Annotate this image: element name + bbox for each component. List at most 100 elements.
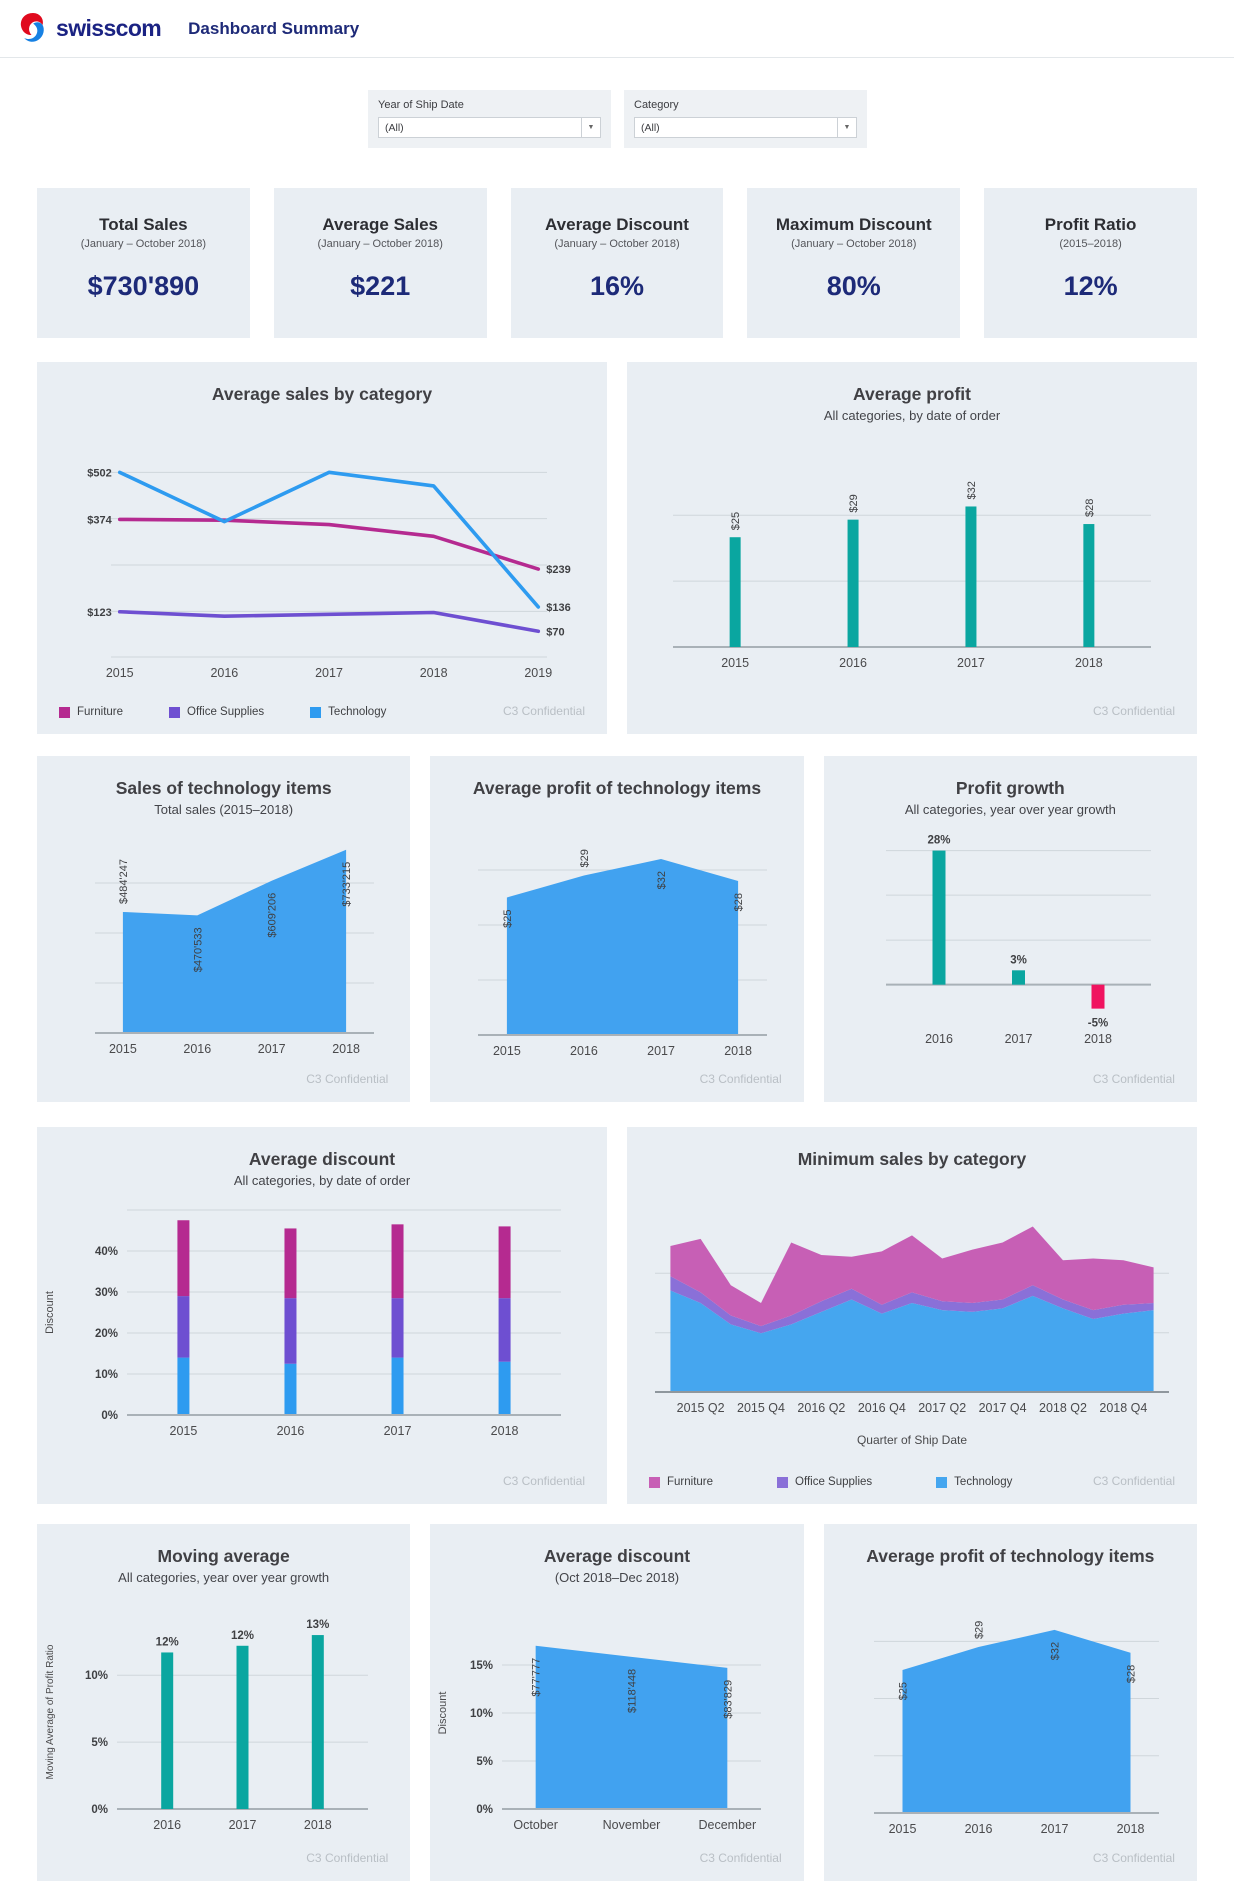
svg-text:2018: 2018 [1116,1822,1144,1836]
kpi-title: Average Sales [322,215,438,234]
brand-wordmark: swisscom [56,15,162,41]
svg-text:2017 Q4: 2017 Q4 [979,1401,1027,1415]
svg-text:2016: 2016 [925,1032,953,1046]
svg-text:$28: $28 [733,893,745,911]
chart-subtitle: All categories, by date of order [233,1173,411,1188]
kpi-value: 16% [589,271,645,301]
svg-text:2015: 2015 [106,666,134,680]
kpi-value: 80% [826,271,881,301]
average-discount-monthly-chart[interactable]: 0% 5% 10% 15% October November December Discoun… [430,1591,803,1843]
kpi-title: Profit Ratio [1044,215,1137,234]
legend-label: Office Supplies [795,1476,873,1488]
legend-item-office-supplies[interactable]: Office Supplies [169,706,264,718]
svg-text:2018: 2018 [332,1042,360,1056]
chart-title: Average profit of technology items [866,1546,1155,1566]
filter-label: Category [634,99,679,111]
svg-text:30%: 30% [95,1287,118,1299]
svg-text:2015: 2015 [109,1042,137,1056]
svg-text:$29: $29 [973,1621,985,1639]
svg-text:$32: $32 [966,481,978,499]
confidential-note: C3 Confidential [502,704,585,718]
chart-subtitle: All categories, year over year growth [118,1570,330,1585]
svg-text:2017: 2017 [384,1424,412,1438]
svg-text:2016: 2016 [964,1822,992,1836]
svg-text:$118'448: $118'448 [627,1669,639,1713]
average-profit-chart[interactable]: 2015 2016 2017 2018 $25 $29 $32 $28 [627,429,1197,679]
svg-text:Discount: Discount [437,1692,449,1735]
svg-text:2016: 2016 [570,1044,598,1058]
svg-text:$374: $374 [87,514,112,526]
panel-average-sales-by-category: Average sales by category 2015 2016 2017 20… [37,362,607,734]
chart-subtitle: Total sales (2015–2018) [154,802,294,817]
panel-average-profit: Average profit All categories, by date o… [627,362,1197,734]
legend-label: Technology [328,706,387,718]
category-select[interactable]: (All) ▼ [634,117,857,138]
svg-text:2015: 2015 [888,1822,916,1836]
kpi-value: 12% [1063,271,1118,301]
svg-text:2016: 2016 [210,666,238,680]
chart-subtitle: All categories, year over year growth [904,802,1116,817]
svg-text:10%: 10% [95,1369,118,1381]
svg-text:October: October [514,1818,558,1832]
panel-moving-average: Moving average All categories, year over… [37,1524,411,1881]
svg-text:Discount: Discount [44,1291,56,1334]
chart-legend: Furniture Office Supplies Technology [59,706,386,718]
legend-item-technology[interactable]: Technology [936,1476,1012,1488]
furniture-swatch [59,706,70,718]
average-profit-of-technology-items-chart-2[interactable]: 2015 2016 2017 2018 $25 $29 $32 $28 [824,1593,1197,1845]
panel-profit-growth: Profit growth All categories, year over … [823,756,1197,1102]
average-profit-of-technology-items-chart[interactable]: 2015 2016 2017 2018 $25 $29 $32 $28 [430,825,803,1067]
furniture-swatch [649,1476,660,1488]
office-supplies-swatch [169,706,181,718]
svg-text:2017: 2017 [647,1044,675,1058]
svg-text:November: November [603,1818,661,1832]
svg-text:$29: $29 [848,494,860,512]
average-sales-by-category-chart[interactable]: 2015 2016 2017 2018 2019 $374 $239 $123 $70 $502 $… [37,435,607,687]
chevron-down-icon[interactable]: ▼ [837,118,856,137]
sales-of-technology-items-chart[interactable]: 2015 2016 2017 2018 $484'247 $470'533 $609'206… [37,823,410,1065]
legend-item-furniture[interactable]: Furniture [59,706,123,718]
filter-year-of-ship-date: Year of Ship Date (All) ▼ [368,90,611,148]
kpi-subtitle: (January – October 2018) [317,238,443,250]
svg-text:$25: $25 [897,1682,909,1700]
office-supplies-swatch [777,1476,789,1488]
svg-text:$136: $136 [546,602,570,614]
legend-item-technology[interactable]: Technology [310,706,386,718]
year-of-ship-date-select[interactable]: (All) ▼ [378,117,601,138]
profit-growth-chart[interactable]: 2016 2017 2018 28% 3% -5% [824,823,1197,1073]
technology-swatch [936,1476,948,1488]
technology-swatch [310,706,322,718]
svg-text:10%: 10% [85,1670,108,1682]
chevron-down-icon[interactable]: ▼ [581,118,600,137]
svg-text:December: December [699,1818,757,1832]
legend-item-furniture[interactable]: Furniture [649,1476,713,1488]
svg-text:5%: 5% [477,1756,494,1768]
minimum-sales-by-category-chart[interactable]: 2015 Q2 2015 Q4 2016 Q2 2016 Q4 2017 Q2 2017 … [627,1200,1197,1452]
svg-text:$29: $29 [579,849,591,867]
svg-text:2016 Q2: 2016 Q2 [797,1401,845,1415]
kpi-subtitle: (January – October 2018) [791,238,917,250]
charts-row-2: Sales of technology items Total sales (2… [0,756,1234,1102]
page-title: Dashboard Summary [188,18,360,38]
kpi-profit-ratio: Profit Ratio (2015–2018) 12% [984,188,1197,338]
average-discount-yearly-chart[interactable]: 0% 10% 20% 30% 40% 2015 2016 2017 2018 Discount [37,1194,607,1449]
svg-text:28%: 28% [927,835,950,847]
moving-average-chart[interactable]: 0% 5% 10% 2016 2017 2018 Moving Average of Pro… [37,1591,410,1843]
svg-text:$502: $502 [87,467,111,479]
svg-text:$25: $25 [730,512,742,530]
svg-text:$609'206: $609'206 [267,893,279,938]
swisscom-logo-icon [20,12,44,42]
svg-text:2015 Q2: 2015 Q2 [677,1401,725,1415]
svg-text:2017: 2017 [258,1042,286,1056]
charts-row-3: Average discount All categories, by date… [0,1127,1234,1504]
svg-text:2018: 2018 [1084,1032,1112,1046]
app-header: swisscom Dashboard Summary [0,0,1234,58]
legend-label: Furniture [667,1476,714,1488]
select-value: (All) [641,121,660,134]
legend-item-office-supplies[interactable]: Office Supplies [777,1476,872,1488]
svg-text:$484'247: $484'247 [118,859,130,904]
kpi-average-discount: Average Discount (January – October 2018… [510,188,724,338]
chart-title: Moving average [157,1546,290,1566]
svg-text:$470'533: $470'533 [192,927,204,972]
confidential-note: C3 Confidential [1092,704,1175,718]
